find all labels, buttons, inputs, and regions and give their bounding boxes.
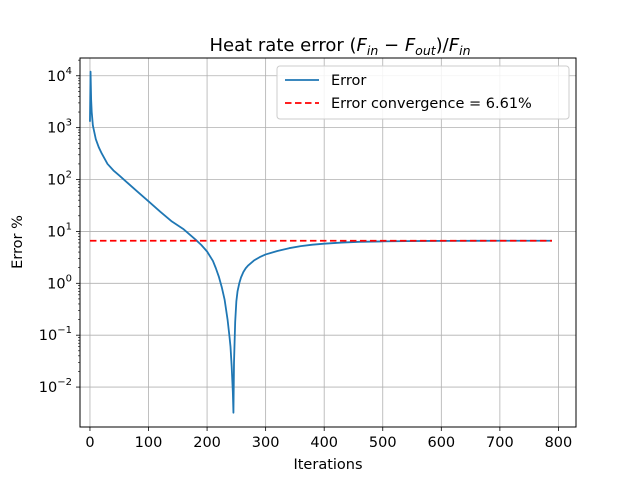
chart-title: Heat rate error (Fin − Fout)/Fin — [209, 35, 470, 58]
x-tick-label: 700 — [486, 435, 514, 451]
y-axis-label: Error % — [10, 215, 26, 269]
y-tick-label: 104 — [47, 66, 72, 85]
x-tick-label: 600 — [427, 435, 455, 451]
y-tick-label: 102 — [47, 170, 72, 189]
error-series-line — [89, 70, 552, 414]
legend: Error Error convergence = 6.61% — [276, 65, 570, 120]
plot-frame — [79, 57, 577, 428]
x-tick-label: 200 — [193, 435, 221, 451]
y-tick-label: 101 — [47, 221, 72, 240]
y-tick-label: 103 — [47, 118, 72, 137]
x-tick-label: 400 — [310, 435, 338, 451]
x-tick-label: 100 — [135, 435, 163, 451]
axis-ticks: 0 100 200 300 400 500 600 700 800 10−2 10−1 100 101 1… — [39, 59, 573, 451]
y-tick-label: 10−2 — [39, 377, 72, 396]
legend-label: Error — [331, 73, 366, 89]
y-tick-label: 10−1 — [39, 325, 72, 344]
x-tick-label: 800 — [545, 435, 573, 451]
series-layer — [89, 70, 552, 414]
x-tick-label: 0 — [85, 435, 94, 451]
x-tick-label: 300 — [252, 435, 280, 451]
grid-lines — [80, 58, 576, 427]
y-tick-label: 100 — [47, 273, 72, 292]
legend-label: Error convergence = 6.61% — [331, 96, 532, 112]
x-axis-label: Iterations — [293, 457, 362, 473]
legend-box — [276, 65, 570, 120]
x-tick-label: 500 — [369, 435, 397, 451]
